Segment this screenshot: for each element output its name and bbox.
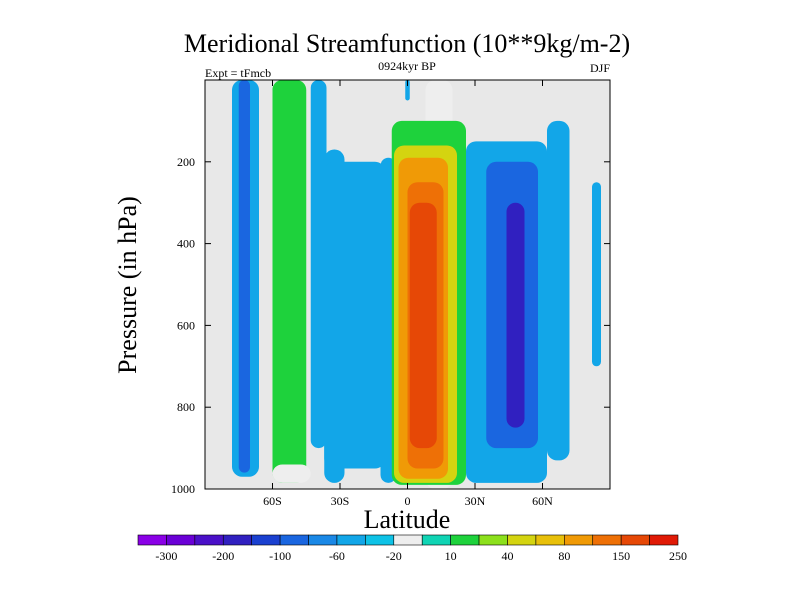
colorbar-swatch	[137, 534, 167, 546]
colorbar-swatch	[166, 534, 196, 546]
colorbar-swatch	[393, 534, 423, 546]
colorbar-swatch	[222, 534, 252, 546]
colorbar-label: 40	[501, 549, 513, 563]
y-axis-label: Pressure (in hPa)	[113, 196, 142, 374]
contour-fill-layer	[232, 80, 601, 489]
colorbar-swatch	[308, 534, 338, 546]
time-label: 0924kyr BP	[378, 59, 436, 73]
contour-region	[324, 161, 385, 469]
contour-region	[506, 202, 525, 428]
y-tick-label: 1000	[171, 482, 195, 496]
x-tick-label: 0	[405, 494, 411, 508]
contour-region	[409, 202, 437, 449]
y-tick-label: 800	[177, 400, 195, 414]
y-axis: 200 400 600 800 1000	[171, 155, 610, 496]
colorbar-swatch	[279, 534, 309, 546]
y-tick-label: 200	[177, 155, 195, 169]
x-tick-label: 60N	[532, 494, 553, 508]
contour-region	[238, 80, 250, 473]
chart-title: Meridional Streamfunction (10**9kg/m-2)	[184, 29, 630, 58]
colorbar-label: -60	[329, 549, 345, 563]
x-tick-label: 30S	[331, 494, 350, 508]
colorbar-label: -200	[212, 549, 234, 563]
colorbar: -300 -200 -100 -60 -20 10 40 80 150 250	[137, 534, 687, 563]
y-tick-label: 600	[177, 318, 195, 332]
colorbar-label: 150	[612, 549, 630, 563]
colorbar-label: 10	[445, 549, 457, 563]
colorbar-swatch	[649, 534, 679, 546]
colorbar-swatch	[336, 534, 366, 546]
colorbar-swatch	[507, 534, 537, 546]
x-axis: 60S 30S 0 30N 60N	[263, 80, 553, 508]
colorbar-swatch	[450, 534, 480, 546]
contour-region	[310, 80, 327, 449]
colorbar-swatch	[251, 534, 281, 546]
colorbar-swatch	[194, 534, 224, 546]
contour-region	[547, 120, 570, 461]
colorbar-label: -20	[386, 549, 402, 563]
colorbar-swatch	[592, 534, 622, 546]
colorbar-label: 250	[669, 549, 687, 563]
experiment-label: Expt = tFmcb	[205, 66, 271, 80]
contour-region	[405, 80, 410, 101]
season-label: DJF	[590, 61, 610, 75]
colorbar-swatch	[365, 534, 395, 546]
colorbar-swatch	[421, 534, 451, 546]
colorbar-label: -100	[269, 549, 291, 563]
y-tick-label: 400	[177, 237, 195, 251]
x-axis-label: Latitude	[364, 505, 451, 534]
colorbar-swatch	[478, 534, 508, 546]
colorbar-label: -300	[155, 549, 177, 563]
contour-region	[272, 464, 311, 483]
x-tick-label: 60S	[263, 494, 282, 508]
colorbar-label: 80	[558, 549, 570, 563]
colorbar-swatch	[535, 534, 565, 546]
colorbar-swatch	[620, 534, 650, 546]
x-tick-label: 30N	[465, 494, 486, 508]
colorbar-swatch	[564, 534, 594, 546]
contour-region	[592, 182, 601, 367]
contour-region	[272, 80, 300, 465]
